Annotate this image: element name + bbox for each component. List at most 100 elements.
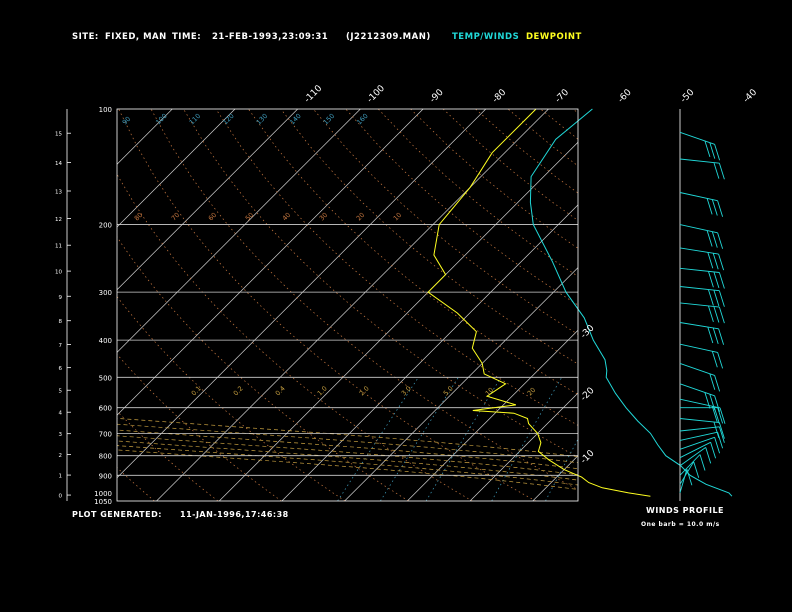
top-temperature-label: -80 [491, 87, 509, 105]
dry-adiabat-line [572, 109, 578, 114]
right-temperature-label: -10 [579, 448, 597, 466]
wind-barb [679, 454, 706, 476]
dry-adiabat-label: 110 [188, 112, 202, 126]
top-temperature-label: -100 [365, 83, 387, 105]
mixing-ratio-line [380, 377, 459, 501]
wind-barb [679, 131, 721, 161]
pressure-tick-label: 300 [99, 289, 112, 297]
right-temperature-label: -20 [579, 386, 597, 404]
dry-adiabat-line [117, 296, 346, 501]
dry-adiabat-line [735, 109, 792, 501]
mixing-ratio-label: 20 [526, 386, 538, 398]
height-tick-label: 7 [59, 343, 63, 349]
dry-adiabat-line [377, 109, 578, 277]
top-temperature-label: -60 [616, 87, 634, 105]
site-value: FIXED, MAN [105, 32, 167, 42]
dry-adiabat-label: 90 [121, 115, 133, 127]
isotherm-line [218, 141, 578, 501]
legend-dewpoint: DEWPOINT [526, 32, 582, 42]
wind-barb [679, 418, 725, 439]
mixing-ratio-label: 3.0 [400, 384, 413, 397]
wind-barb [679, 362, 721, 392]
moist-adiabat-line [117, 423, 578, 464]
isotherm-line [784, 109, 792, 501]
mixing-ratio-line [425, 377, 502, 501]
theta-label: 10 [392, 211, 404, 223]
isotherm-line [469, 392, 578, 501]
theta-label: 80 [133, 211, 145, 223]
top-temperature-label: -110 [303, 83, 325, 105]
pressure-tick-label: 500 [99, 374, 112, 382]
isotherm-line [0, 109, 110, 501]
mixing-ratio-line [337, 377, 419, 501]
isotherm-line [117, 109, 361, 353]
mixing-ratio-label: 10 [484, 386, 496, 398]
top-temperature-label: -50 [679, 87, 697, 105]
wind-barb [679, 398, 724, 424]
height-tick-label: 4 [59, 411, 63, 417]
dry-adiabat-line [117, 173, 473, 501]
mixing-ratio-label: 0.1 [190, 384, 203, 397]
dry-adiabat-line [638, 109, 792, 501]
dry-adiabat-line [117, 467, 155, 501]
pressure-tick-label: 600 [99, 405, 112, 413]
dry-adiabat-line [248, 109, 578, 395]
theta-label: 40 [281, 211, 293, 223]
isotherm-line [156, 109, 549, 501]
wind-barb [679, 383, 721, 412]
height-tick-label: 12 [55, 217, 62, 223]
isotherm-line [407, 329, 578, 501]
moist-adiabat-line [117, 435, 578, 476]
dry-adiabat-line [117, 236, 409, 501]
height-tick-label: 8 [59, 319, 63, 325]
moist-adiabat-line [117, 449, 578, 490]
wind-barb [679, 426, 725, 443]
dry-adiabat-line [215, 109, 578, 426]
pressure-tick-label: 200 [99, 222, 112, 230]
file-name: (J2212309.MAN) [346, 32, 431, 42]
wind-barb [679, 267, 725, 289]
mixing-ratio-label: 2.0 [358, 384, 371, 397]
time-value: 21-FEB-1993,23:09:31 [212, 32, 329, 42]
height-tick-label: 5 [59, 389, 63, 395]
pressure-tick-label: 1050 [94, 498, 112, 506]
theta-label: 20 [355, 211, 367, 223]
isotherm-line [117, 109, 173, 165]
generated-value: 11-JAN-1996,17:46:38 [180, 510, 289, 519]
theta-label: 60 [207, 211, 219, 223]
wind-barb [679, 224, 724, 249]
pressure-tick-label: 1000 [94, 490, 112, 498]
wind-barb [680, 407, 726, 424]
isotherm-line [117, 109, 424, 416]
pressure-tick-label: 400 [99, 337, 112, 345]
dry-adiabat-line [183, 109, 578, 458]
wind-barb [679, 461, 700, 485]
isotherm-line [595, 109, 792, 501]
height-tick-label: 10 [55, 270, 62, 276]
time-label: TIME: [172, 32, 202, 42]
dry-adiabat-label: 140 [288, 112, 302, 126]
isotherm-line [281, 204, 578, 501]
height-tick-label: 3 [59, 432, 63, 438]
height-tick-label: 6 [59, 366, 63, 372]
pressure-tick-label: 900 [99, 472, 112, 480]
dry-adiabat-label: 130 [255, 112, 269, 126]
moist-adiabat-line [117, 418, 578, 458]
theta-label: 70 [170, 211, 182, 223]
pressure-tick-label: 100 [99, 106, 112, 114]
wind-barb [679, 436, 721, 454]
temperature-line [529, 108, 733, 497]
dewpoint-line [427, 108, 651, 497]
height-tick-label: 14 [55, 161, 62, 167]
height-tick-label: 0 [59, 494, 63, 500]
dry-adiabat-line [117, 353, 282, 501]
wind-barb [679, 441, 717, 459]
theta-label: 30 [318, 211, 330, 223]
mixing-ratio-label: 0.2 [232, 384, 245, 397]
wind-barb [679, 247, 725, 271]
height-tick-label: 1 [59, 474, 63, 480]
wind-barb [679, 343, 724, 369]
height-tick-label: 9 [59, 295, 63, 301]
moist-adiabat-line [117, 440, 578, 481]
